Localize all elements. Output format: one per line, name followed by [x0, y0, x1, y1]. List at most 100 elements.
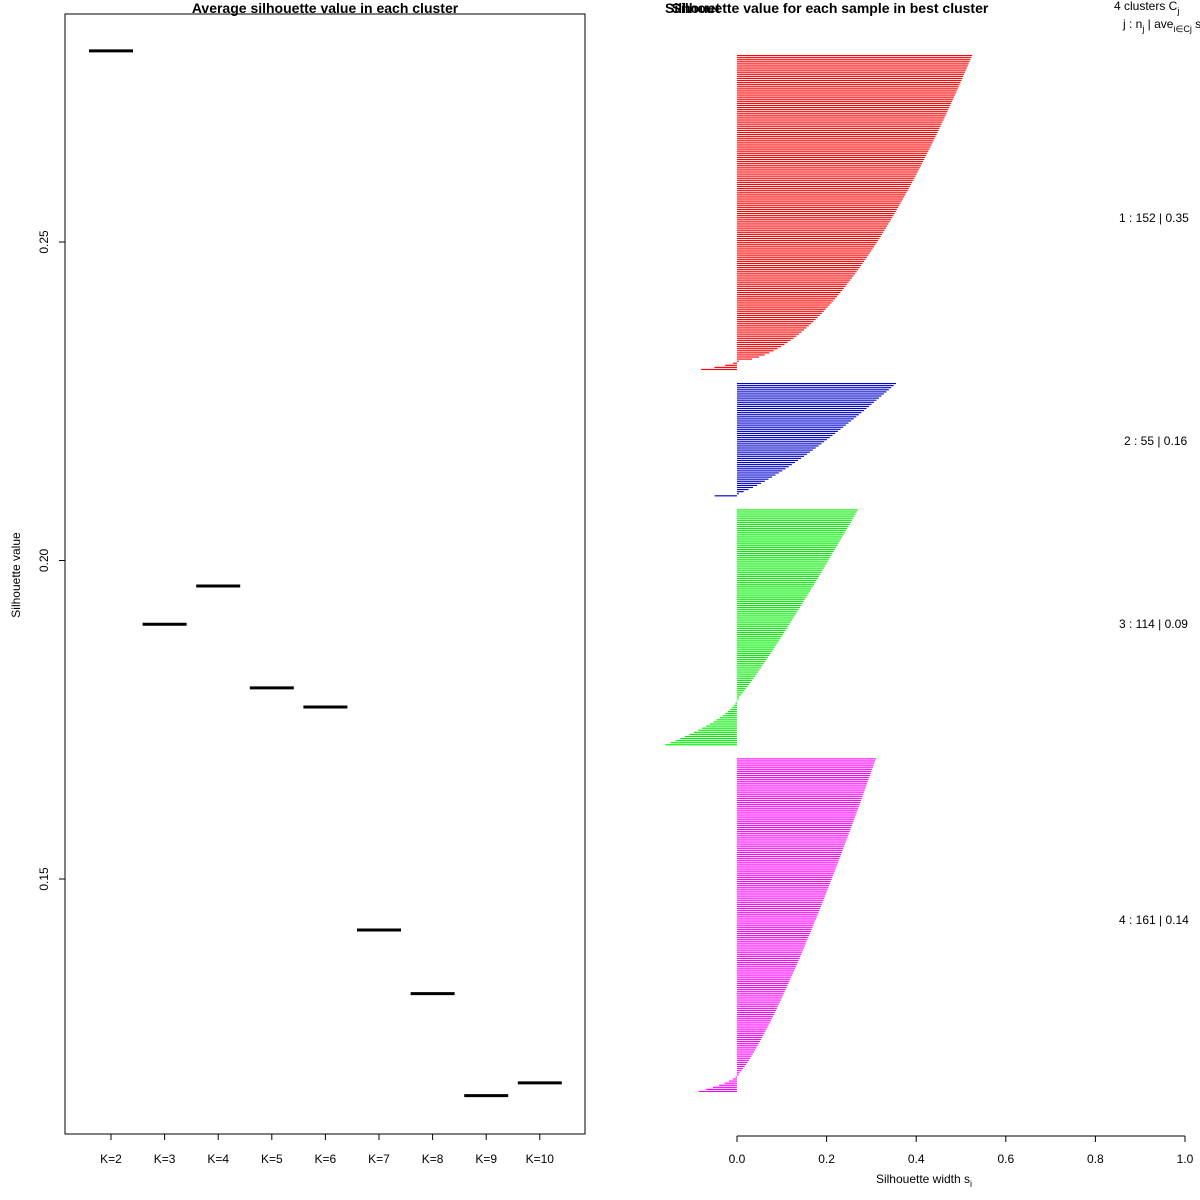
left-x-tick-label: K=5	[261, 1152, 283, 1166]
silhouette-bar	[713, 721, 737, 723]
silhouette-bar	[737, 872, 834, 874]
silhouette-bar	[737, 939, 808, 941]
silhouette-bar	[737, 1070, 742, 1072]
silhouette-bar	[725, 364, 737, 366]
silhouette-bar	[737, 891, 827, 893]
silhouette-bar	[737, 658, 767, 661]
silhouette-bar	[737, 279, 851, 281]
silhouette-bar	[737, 1036, 763, 1039]
silhouette-bar	[737, 426, 844, 428]
silhouette-bar	[680, 737, 737, 740]
legend-cluster-3: 3 : 114 | 0.09	[1119, 617, 1188, 631]
silhouette-bar	[737, 600, 804, 602]
right-chart-title: Silhouette value for each sample in best…	[672, 0, 989, 16]
silhouette-bar	[737, 152, 928, 154]
silhouette-bar	[737, 808, 859, 810]
cluster-1-bars	[701, 55, 973, 371]
silhouette-bar	[737, 175, 916, 177]
silhouette-bar	[737, 125, 941, 127]
silhouette-bar	[737, 482, 762, 484]
silhouette-bar	[737, 277, 852, 279]
silhouette-bar	[737, 774, 871, 777]
silhouette-bar	[719, 717, 737, 719]
silhouette-bar	[737, 117, 945, 119]
silhouette-bar	[737, 760, 876, 762]
right-chart-title-overlap: Silhouet	[665, 0, 721, 16]
silhouette-bar	[737, 310, 824, 312]
silhouette-bar	[737, 793, 864, 795]
left-plot-frame	[64, 13, 586, 1135]
silhouette-bar	[737, 552, 833, 555]
silhouette-bar	[737, 557, 831, 559]
silhouette-bar	[737, 405, 870, 407]
silhouette-bar	[737, 594, 808, 596]
silhouette-bar	[737, 208, 898, 210]
silhouette-bar	[737, 918, 816, 920]
silhouette-bar	[706, 1088, 737, 1090]
left-x-tick-label: K=7	[368, 1152, 390, 1166]
silhouette-bar	[737, 1068, 744, 1070]
silhouette-bar	[665, 744, 737, 746]
silhouette-bar	[737, 555, 832, 557]
silhouette-bar	[737, 61, 970, 63]
silhouette-bar	[737, 914, 818, 916]
silhouette-bar	[737, 851, 842, 853]
silhouette-bar	[734, 704, 737, 706]
silhouette-bar	[737, 285, 846, 287]
silhouette-bar	[737, 810, 858, 812]
left-x-tick-label: K=9	[475, 1152, 497, 1166]
cluster-4-bars	[698, 758, 876, 1093]
right-x-axis: 0.0 0.2 0.4 0.6 0.8 1.0	[729, 1135, 1194, 1166]
right-x-tick-label: 0.0	[729, 1152, 746, 1166]
silhouette-bar	[670, 742, 737, 744]
silhouette-bar	[737, 298, 836, 300]
silhouette-bar	[737, 826, 852, 829]
silhouette-bar	[737, 123, 942, 125]
silhouette-bar	[737, 65, 968, 67]
legend-cluster-4: 4 : 161 | 0.14	[1119, 913, 1189, 927]
silhouette-bar	[737, 1030, 766, 1032]
silhouette-bar	[737, 677, 754, 679]
silhouette-bar	[737, 329, 805, 331]
silhouette-bar	[737, 646, 775, 648]
cluster-2-bars	[714, 382, 897, 497]
silhouette-bar	[737, 294, 839, 296]
silhouette-bar	[737, 1011, 775, 1014]
left-y-axis-label: Silhouette value	[9, 532, 23, 618]
silhouette-bar	[737, 627, 787, 629]
silhouette-bar	[737, 352, 770, 354]
silhouette-bar	[737, 970, 795, 972]
silhouette-bar	[737, 835, 849, 837]
silhouette-bar	[737, 1016, 773, 1018]
silhouette-bar	[737, 893, 826, 895]
silhouette-bar	[737, 302, 832, 304]
silhouette-bar	[737, 242, 877, 244]
silhouette-bar	[719, 1084, 737, 1086]
silhouette-bar	[737, 515, 855, 517]
silhouette-bar	[737, 833, 849, 835]
silhouette-bar	[737, 991, 785, 993]
silhouette-bar	[737, 169, 919, 171]
silhouette-bar	[737, 565, 826, 567]
silhouette-bar	[737, 650, 773, 652]
silhouette-bar	[712, 1086, 737, 1088]
silhouette-bar	[737, 609, 799, 611]
silhouette-bar	[730, 708, 737, 711]
silhouette-bar	[737, 102, 952, 104]
silhouette-bar	[737, 770, 872, 772]
silhouette-bar	[737, 517, 854, 519]
silhouette-bar	[737, 382, 897, 385]
legend-cluster-2: 2 : 55 | 0.16	[1124, 434, 1187, 448]
silhouette-bar	[737, 631, 785, 634]
silhouette-bar	[737, 321, 814, 323]
silhouette-bar	[737, 1022, 770, 1024]
silhouette-bar	[685, 735, 737, 738]
silhouette-bar	[737, 453, 807, 455]
silhouette-bar	[737, 140, 934, 142]
silhouette-bar	[737, 69, 966, 71]
silhouette-bar	[706, 725, 737, 727]
silhouette-bar	[737, 777, 870, 779]
silhouette-bar	[737, 254, 869, 256]
silhouette-bar	[737, 401, 875, 403]
silhouette-bar	[737, 171, 918, 173]
